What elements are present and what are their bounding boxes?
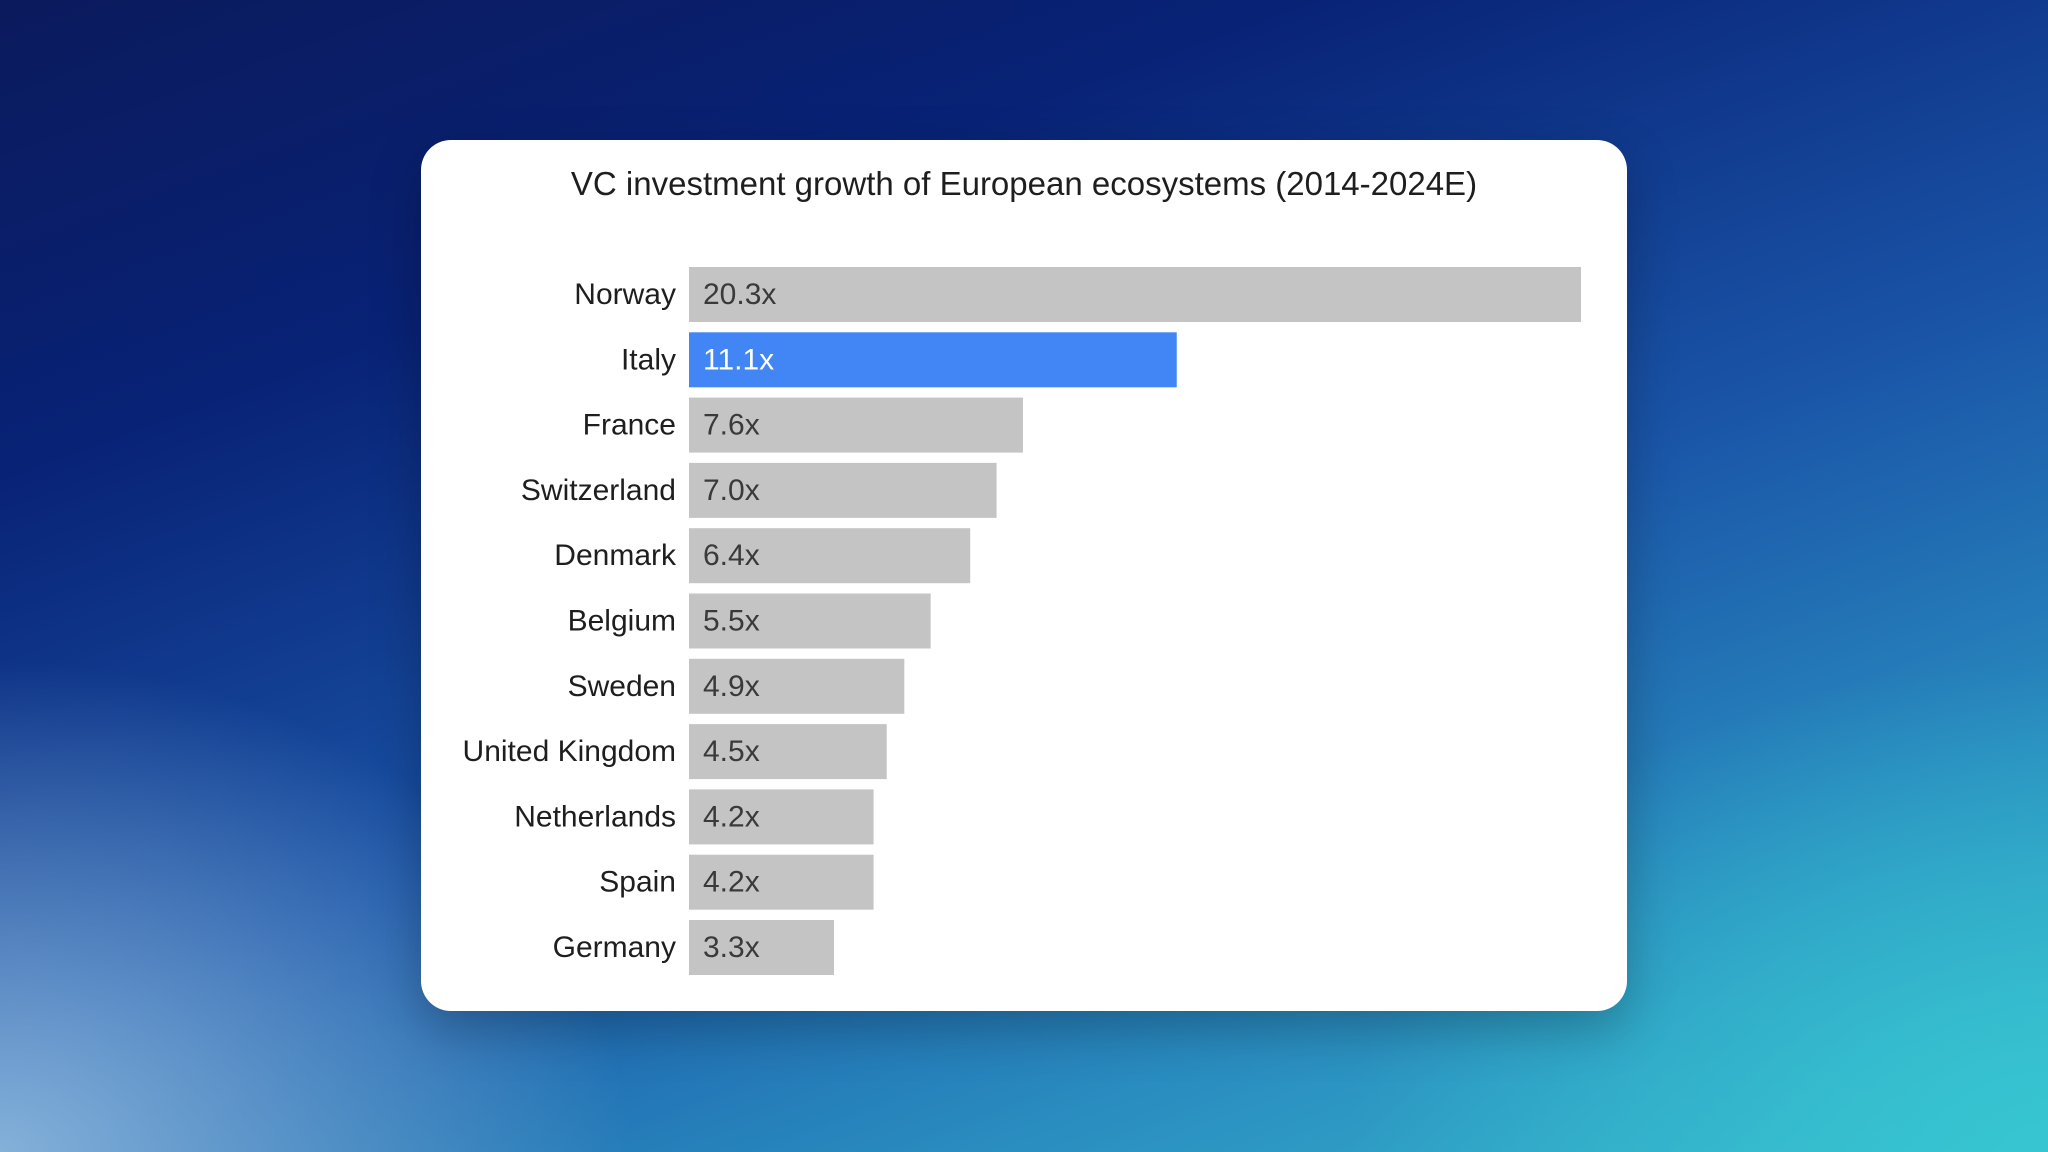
category-label-united-kingdom: United Kingdom <box>463 735 676 768</box>
category-label-netherlands: Netherlands <box>514 800 676 833</box>
category-label-denmark: Denmark <box>554 539 677 572</box>
value-label-germany: 3.3x <box>703 931 760 964</box>
value-label-denmark: 6.4x <box>703 539 760 572</box>
value-label-netherlands: 4.2x <box>703 800 760 833</box>
value-label-norway: 20.3x <box>703 278 776 311</box>
bar-germany <box>689 920 835 975</box>
chart-card: VC investment growth of European ecosyst… <box>421 140 1627 1011</box>
category-label-germany: Germany <box>553 931 676 964</box>
bar-chart: Norway 20.3x Italy 11.1x France 7.6x Switzerla… <box>463 267 1581 975</box>
bar-row-denmark: Denmark 6.4x <box>554 528 971 584</box>
category-label-switzerland: Switzerland <box>521 474 676 507</box>
value-label-italy: 11.1x <box>703 343 774 376</box>
bar-row-belgium: Belgium 5.5x <box>568 593 931 649</box>
value-label-switzerland: 7.0x <box>703 474 760 507</box>
category-label-spain: Spain <box>599 866 676 899</box>
bar-france <box>689 397 1023 453</box>
bar-denmark <box>689 528 971 584</box>
bar-row-sweden: Sweden 4.9x <box>568 658 905 714</box>
value-label-sweden: 4.9x <box>703 670 760 703</box>
bar-spain <box>689 854 874 910</box>
bar-belgium <box>689 593 931 649</box>
bar-row-netherlands: Netherlands 4.2x <box>514 789 874 845</box>
chart-title: VC investment growth of European ecosyst… <box>570 165 1478 202</box>
category-label-italy: Italy <box>621 343 676 376</box>
bar-row-spain: Spain 4.2x <box>599 854 874 910</box>
category-label-sweden: Sweden <box>568 670 676 703</box>
category-label-france: France <box>583 409 676 442</box>
value-label-belgium: 5.5x <box>703 605 760 638</box>
bar-sweden <box>689 658 905 714</box>
value-label-united-kingdom: 4.5x <box>703 735 760 768</box>
category-label-belgium: Belgium <box>568 605 676 638</box>
bar-row-germany: Germany 3.3x <box>553 920 835 975</box>
value-label-france: 7.6x <box>703 409 760 442</box>
bar-switzerland <box>689 462 997 518</box>
bar-united-kingdom <box>689 724 887 780</box>
bar-row-italy: Italy 11.1x <box>621 332 1177 388</box>
bar-netherlands <box>689 789 874 845</box>
category-label-norway: Norway <box>574 278 676 311</box>
bar-italy <box>689 332 1177 388</box>
bar-row-france: France 7.6x <box>583 397 1023 453</box>
bar-row-switzerland: Switzerland 7.0x <box>521 462 997 518</box>
bar-row-norway: Norway 20.3x <box>574 267 1581 322</box>
value-label-spain: 4.2x <box>703 866 760 899</box>
bar-row-united-kingdom: United Kingdom 4.5x <box>463 724 887 780</box>
bar-norway <box>689 267 1581 322</box>
